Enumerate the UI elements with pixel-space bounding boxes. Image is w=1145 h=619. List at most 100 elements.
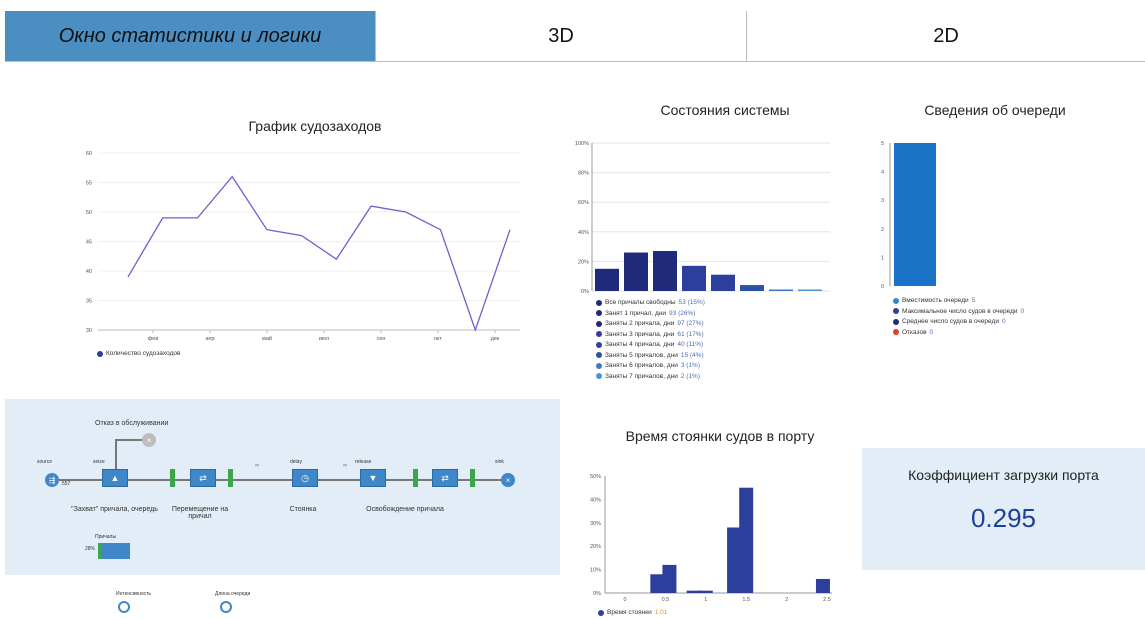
- arrow-icon: ⇨: [255, 463, 260, 469]
- ship-calls-legend: Количество судозаходов: [97, 350, 180, 357]
- y-tick-label: 80%: [578, 171, 589, 177]
- ship-calls-chart: 60 55 50 45 40 35 30 фев апр май июл сен окт дек: [86, 151, 520, 342]
- queue-length-gauge-icon[interactable]: [220, 601, 232, 613]
- seize-block-icon[interactable]: ▲: [102, 469, 128, 487]
- sink-icon[interactable]: ×: [501, 473, 515, 487]
- tab-3d[interactable]: 3D: [376, 11, 747, 61]
- legend-dot-icon: [596, 331, 602, 337]
- tab-statistics[interactable]: Окно статистики и логики: [5, 11, 376, 61]
- legend-label: Среднее число судов в очереди: [902, 318, 999, 325]
- move-entry-marker: [170, 469, 175, 487]
- queue-legend-item: Отказов 0: [893, 329, 933, 336]
- y-tick-label: 40%: [590, 497, 601, 503]
- seize-block-label: "Захват" причала, очередь: [71, 506, 158, 513]
- queue-info-chart: 5 4 3 2 1 0: [881, 141, 936, 290]
- legend-dot-icon: [598, 609, 604, 616]
- x-tick-label: 1: [704, 597, 707, 603]
- delay-block-icon[interactable]: ◷: [292, 469, 318, 487]
- legend-label: Вместимость очереди: [902, 297, 969, 304]
- return-entry-marker: [413, 469, 418, 487]
- stay-time-bar: [698, 590, 713, 593]
- legend-value: 93 (26%): [669, 309, 696, 317]
- system-state-legend-item: Заняты 7 причалов, дни 2 (1%): [596, 373, 700, 380]
- legend-label: Заняты 6 причалов, дни: [605, 362, 678, 369]
- stay-time-bar: [650, 574, 665, 593]
- source-count: 557: [62, 481, 71, 487]
- release-label: release: [355, 459, 372, 465]
- stay-time-bar: [662, 564, 677, 593]
- release-block-label: Освобождение причала: [366, 506, 444, 513]
- legend-dot-icon: [596, 310, 602, 316]
- queue-length-label: Длина очереди: [215, 591, 251, 597]
- system-state-bar: [769, 289, 793, 291]
- x-tick-label: 0: [623, 597, 626, 603]
- legend-dot-icon: [893, 308, 899, 314]
- y-tick-label: 3: [881, 198, 884, 204]
- berths-label: Причалы: [95, 534, 117, 540]
- release-block-icon[interactable]: ▼: [360, 469, 386, 487]
- stay-time-legend: Время стоянки 1.01: [598, 609, 667, 616]
- system-state-bar: [653, 251, 677, 291]
- y-tick-label: 10%: [590, 568, 601, 574]
- system-state-bar: [682, 265, 706, 291]
- berths-value: 28%: [85, 546, 96, 552]
- system-state-legend-item: Заняты 6 причалов, дни 3 (1%): [596, 362, 700, 369]
- tab-2d[interactable]: 2D: [933, 24, 959, 47]
- legend-dot-icon: [97, 350, 103, 357]
- stay-time-bar: [815, 578, 830, 593]
- y-tick-label: 1: [881, 255, 884, 261]
- source-icon[interactable]: ⇶: [45, 473, 59, 487]
- system-states-title: Состояния системы: [660, 102, 790, 118]
- x-tick-label: 1.5: [742, 597, 750, 603]
- return-exit-marker: [470, 469, 475, 487]
- legend-dot-icon: [596, 341, 602, 348]
- y-tick-label: 30: [86, 328, 92, 334]
- legend-value: 5: [971, 297, 976, 304]
- y-tick-label: 20%: [578, 259, 589, 265]
- legend-value: 1.01: [654, 609, 668, 616]
- port-load-title: Коэффициент загрузки порта: [908, 467, 1099, 483]
- system-state-legend-item: Заняты 5 причалов, дни 15 (4%): [596, 352, 704, 359]
- intensity-gauge-icon[interactable]: [118, 601, 130, 613]
- delay-label: delay: [290, 459, 302, 465]
- legend-value: 61 (17%): [677, 330, 704, 338]
- y-tick-label: 4: [881, 170, 884, 176]
- system-state-legend-item: Все причалы свободны 53 (15%): [596, 299, 705, 306]
- legend-label: Заняты 3 причала, дни: [605, 330, 675, 338]
- queue-capacity-bar: [894, 143, 936, 286]
- x-tick-label: 0.5: [662, 597, 670, 603]
- y-tick-label: 0%: [581, 289, 589, 295]
- y-tick-label: 0: [881, 284, 884, 290]
- release-arrow-icon: ⇨: [343, 463, 348, 469]
- x-tick-label: сен: [377, 336, 386, 342]
- stay-time-bar: [727, 527, 742, 593]
- move-block-icon[interactable]: ⇄: [190, 469, 216, 487]
- port-load-value: 0.295: [970, 503, 1037, 533]
- y-tick-label: 55: [86, 181, 92, 187]
- return-move-block-icon[interactable]: ⇄: [432, 469, 458, 487]
- y-tick-label: 45: [86, 240, 92, 246]
- refusal-label: Отказ в обслуживании: [95, 420, 169, 427]
- legend-value: 0: [929, 328, 934, 336]
- legend-dot-icon: [893, 297, 899, 304]
- legend-label: Максимальное число судов в очереди: [902, 307, 1018, 315]
- x-tick-label: окт: [434, 336, 443, 342]
- legend-label: Отказов: [902, 328, 927, 336]
- y-tick-label: 30%: [590, 521, 601, 527]
- x-tick-label: дек: [491, 336, 500, 342]
- berths-resource-icon[interactable]: [98, 543, 130, 559]
- y-tick-label: 50: [86, 210, 92, 216]
- legend-value: 53 (15%): [678, 299, 705, 306]
- legend-value: 0: [1001, 318, 1006, 325]
- legend-label: Занят 1 причал, дни: [605, 309, 667, 317]
- y-tick-label: 60%: [578, 200, 589, 206]
- refusal-sink-icon[interactable]: ×: [142, 433, 156, 447]
- y-tick-label: 35: [86, 299, 92, 305]
- system-state-legend-item: Заняты 4 причала, дни 40 (11%): [596, 341, 703, 348]
- legend-dot-icon: [596, 373, 602, 379]
- refusal-connector-horizontal: [115, 439, 145, 441]
- tab-bar: Окно статистики и логики 3D 2D: [5, 11, 1145, 62]
- stay-time-bar: [686, 590, 701, 593]
- system-state-bar: [740, 285, 764, 291]
- legend-dot-icon: [596, 299, 602, 306]
